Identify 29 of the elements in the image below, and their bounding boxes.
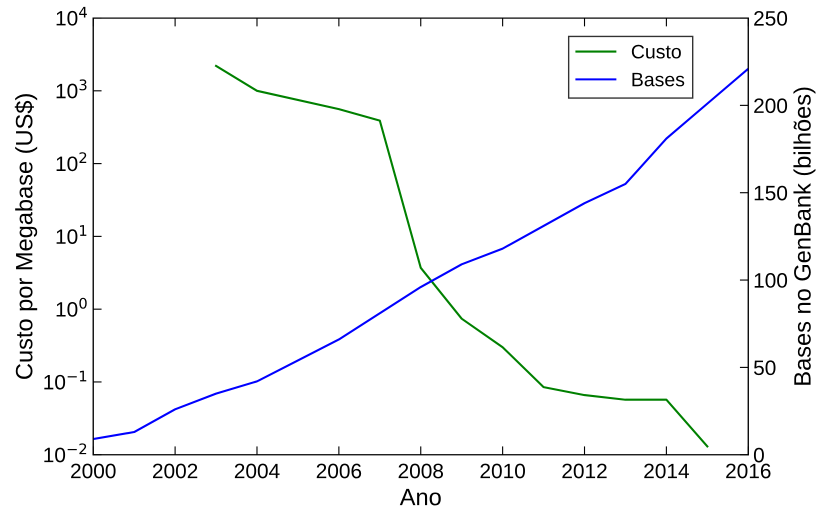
y2-tick-label: 0 [754,448,764,462]
x-tick-label: 2004 [234,464,280,478]
y2-tick-label: 50 [754,360,776,376]
x-tick-label: 2016 [726,464,771,478]
x-tick-label: 2006 [316,464,362,478]
y-axis-title: Custo por Megabase (US$) [14,94,38,379]
y-tick-label: 10$^{−1}$ [44,370,86,390]
x-tick-label: 2002 [152,464,198,478]
y-tick-label: 10$^{3}$ [56,79,87,98]
x-tick-label: 2010 [480,464,525,478]
y-tick-label: 10$^{2}$ [56,152,86,172]
y-tick-label: 10$^{−2}$ [44,443,86,462]
legend-label: Bases [632,72,684,86]
x-axis-title: Ano [400,488,441,506]
y-tick-label: 10$^{0}$ [56,298,87,317]
y-tick-label: 10$^{4}$ [56,6,87,26]
y2-axis-title: Bases no GenBank (bilhões) [793,88,816,385]
y2-tick-label: 250 [754,11,788,26]
line-series [215,64,708,448]
y2-tick-label: 200 [754,98,788,114]
x-tick-label: 2008 [398,464,444,478]
y2-tick-label: 100 [754,273,788,288]
x-tick-label: 2000 [71,464,116,478]
legend-label: Custo [632,44,681,59]
y-tick-label: 10$^{1}$ [56,225,86,244]
x-tick-label: 2012 [562,464,607,478]
x-tick-label: 2014 [644,464,689,478]
line-series [93,68,748,440]
y2-tick-label: 150 [754,186,788,200]
